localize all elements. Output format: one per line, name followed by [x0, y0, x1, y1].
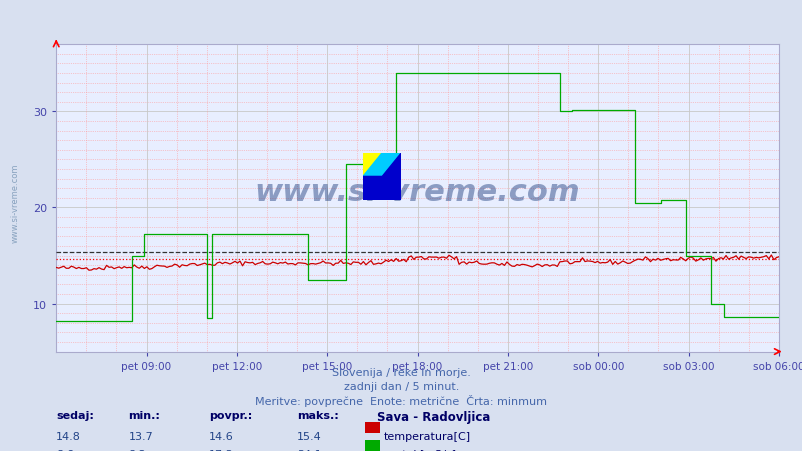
- Text: min.:: min.:: [128, 410, 160, 420]
- Text: www.si-vreme.com: www.si-vreme.com: [254, 178, 580, 207]
- Text: www.si-vreme.com: www.si-vreme.com: [10, 163, 19, 243]
- Text: zadnji dan / 5 minut.: zadnji dan / 5 minut.: [343, 381, 459, 391]
- Text: 8.6: 8.6: [56, 449, 74, 451]
- Text: 17.3: 17.3: [209, 449, 233, 451]
- Text: 15.4: 15.4: [297, 431, 322, 441]
- Text: povpr.:: povpr.:: [209, 410, 252, 420]
- Text: Sava - Radovljica: Sava - Radovljica: [377, 410, 490, 423]
- Text: Meritve: povprečne  Enote: metrične  Črta: minmum: Meritve: povprečne Enote: metrične Črta:…: [255, 395, 547, 407]
- Text: 34.1: 34.1: [297, 449, 322, 451]
- Text: maks.:: maks.:: [297, 410, 338, 420]
- Polygon shape: [363, 153, 382, 177]
- Text: sedaj:: sedaj:: [56, 410, 94, 420]
- Polygon shape: [363, 153, 401, 201]
- Polygon shape: [363, 153, 401, 201]
- Text: pretok[m3/s]: pretok[m3/s]: [383, 449, 456, 451]
- Text: 14.8: 14.8: [56, 431, 81, 441]
- Text: 13.7: 13.7: [128, 431, 153, 441]
- Text: 8.2: 8.2: [128, 449, 146, 451]
- Polygon shape: [363, 153, 401, 177]
- Text: Slovenija / reke in morje.: Slovenija / reke in morje.: [332, 368, 470, 377]
- Text: temperatura[C]: temperatura[C]: [383, 431, 470, 441]
- Text: 14.6: 14.6: [209, 431, 233, 441]
